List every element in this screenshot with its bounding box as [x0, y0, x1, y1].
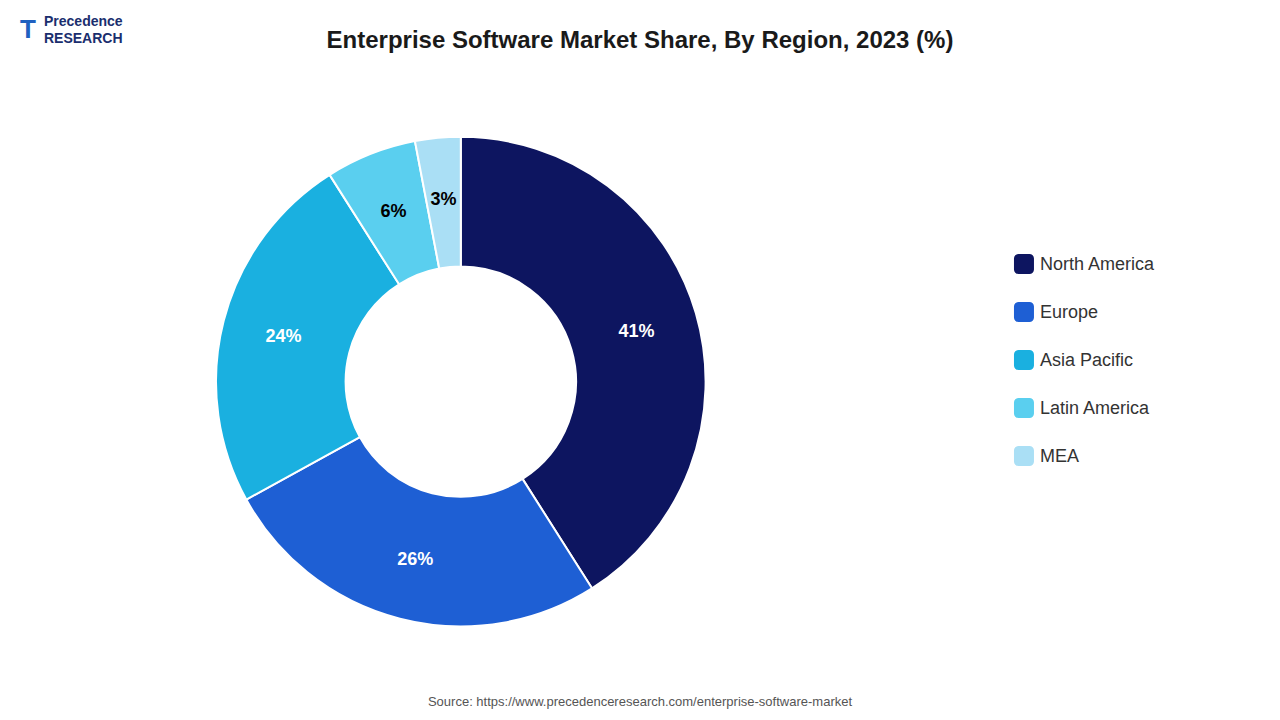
svg-text:41%: 41% [619, 321, 655, 341]
svg-text:Asia Pacific: Asia Pacific [1040, 350, 1133, 370]
svg-text:RESEARCH: RESEARCH [44, 30, 123, 46]
svg-text:Latin America: Latin America [1040, 398, 1150, 418]
svg-text:3%: 3% [431, 189, 457, 209]
svg-text:T: T [20, 14, 36, 44]
svg-text:North America: North America [1040, 254, 1155, 274]
svg-text:24%: 24% [266, 326, 302, 346]
svg-text:Source: https://www.precedence: Source: https://www.precedenceresearch.c… [428, 694, 853, 709]
svg-text:6%: 6% [380, 201, 406, 221]
svg-text:26%: 26% [397, 549, 433, 569]
svg-text:MEA: MEA [1040, 446, 1079, 466]
svg-text:Precedence: Precedence [44, 13, 123, 29]
svg-text:Europe: Europe [1040, 302, 1098, 322]
svg-text:Enterprise Software Market Sha: Enterprise Software Market Share, By Reg… [327, 26, 954, 53]
